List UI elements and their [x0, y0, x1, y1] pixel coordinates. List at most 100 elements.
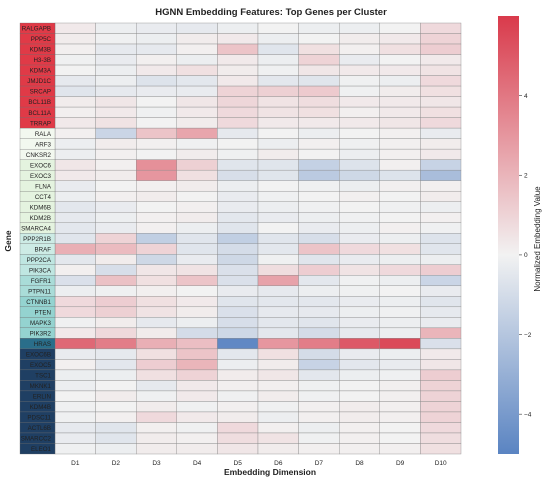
heatmap-cell-rala-d3	[135, 127, 177, 139]
heatmap-cell-kdm3a-d8	[339, 64, 381, 76]
heatmap-cell-srcap-d3	[135, 85, 177, 97]
gene-label-cct4: CCT4	[35, 194, 52, 201]
heatmap-cell-kdm4b-d6	[257, 401, 299, 413]
heatmap-cell-ppp5c-d3	[135, 33, 177, 45]
heatmap-cell-ptpn11-d10	[420, 285, 462, 297]
heatmap-cell-kdm3a-d7	[298, 64, 340, 76]
heatmap-cell-pten-d4	[176, 306, 218, 318]
heatmap-cell-exoc5-d7	[298, 359, 340, 371]
heatmap-cell-hras-d1	[54, 338, 96, 350]
heatmap-cell-ralgapb-d7	[298, 22, 340, 34]
heatmap-cell-eleo1-d3	[135, 443, 177, 455]
heatmap-cell-actl6b-d5	[217, 422, 259, 434]
heatmap-cell-ptpn11-d1	[54, 285, 96, 297]
heatmap-cell-bcl11a-d8	[339, 106, 381, 118]
heatmap-cell-trrap-d2	[95, 117, 137, 129]
heatmap-cell-arf3-d4	[176, 138, 218, 150]
heatmap-cell-smarcc2-d2	[95, 432, 137, 444]
heatmap-cell-pik3r2-d8	[339, 327, 381, 339]
dimension-label-d2: D2	[112, 460, 121, 467]
heatmap-cell-mapk3-d4	[176, 317, 218, 329]
heatmap-cell-exoc6-d9	[379, 159, 421, 171]
heatmap-cell-kdm6b-d3	[135, 201, 177, 213]
heatmap-cell-actl6b-d9	[379, 422, 421, 434]
heatmap-cell-kdm3b-d6	[257, 43, 299, 55]
heatmap-cell-srcap-d6	[257, 85, 299, 97]
heatmap-cell-kdm2b-d7	[298, 212, 340, 223]
heatmap-cell-bcl11b-d4	[176, 96, 218, 108]
dimension-label-d6: D6	[274, 460, 283, 467]
heatmap-cell-mknk1-d6	[257, 380, 299, 392]
heatmap-cell-bcl11b-d1	[54, 96, 96, 108]
heatmap-cell-hras-d9	[379, 338, 421, 350]
heatmap-cell-trrap-d8	[339, 117, 381, 129]
heatmap-cell-ppp2ca-d6	[257, 254, 299, 265]
heatmap-cell-pten-d6	[257, 306, 299, 318]
heatmap-cell-ptpn11-d4	[176, 285, 218, 297]
heatmap-cell-braf-d4	[176, 243, 218, 255]
heatmap-cell-h3-3b-d10	[420, 54, 462, 66]
heatmap-cell-jmjd1c-d8	[339, 75, 381, 87]
heatmap-cell-mapk3-d10	[420, 317, 462, 329]
heatmap-cell-cnksr2-d3	[135, 148, 177, 160]
heatmap-cell-flna-d2	[95, 180, 137, 192]
heatmap-cell-eleo1-d1	[54, 443, 96, 455]
heatmap-cell-cnksr2-d10	[420, 148, 462, 160]
heatmap-cell-pten-d10	[420, 306, 462, 318]
heatmap-cell-ptpn11-d9	[379, 285, 421, 297]
heatmap-cell-cnksr2-d8	[339, 148, 381, 160]
heatmap-cell-pik3r2-d9	[379, 327, 421, 339]
heatmap-cell-exoc6-d8	[339, 159, 381, 171]
heatmap-cell-bcl11a-d4	[176, 106, 218, 118]
heatmap-cell-arf3-d3	[135, 138, 177, 150]
heatmap-cell-pik3r2-d4	[176, 327, 218, 339]
heatmap-cell-kdm3a-d6	[257, 64, 299, 76]
heatmap-cell-pten-d3	[135, 306, 177, 318]
heatmap-cell-kdm4b-d9	[379, 401, 421, 413]
gene-label-arf3: ARF3	[35, 141, 51, 148]
heatmap-cell-kdm4b-d1	[54, 401, 96, 413]
heatmap-cell-kdm3b-d8	[339, 43, 381, 55]
heatmap-cell-h3-3b-d8	[339, 54, 381, 66]
heatmap-cell-cct4-d9	[379, 190, 421, 202]
heatmap-cell-arf3-d2	[95, 138, 137, 150]
colorbar-label: Normalized Embedding Value	[533, 186, 542, 292]
heatmap-cell-kdm6b-d2	[95, 201, 137, 213]
heatmap-cell-mapk3-d8	[339, 317, 381, 329]
heatmap-cell-jmjd1c-d6	[257, 75, 299, 87]
heatmap-cell-bcl11b-d6	[257, 96, 299, 108]
colorbar-tick-label: 2	[524, 173, 528, 180]
heatmap-cell-srcap-d7	[298, 85, 340, 97]
heatmap-cell-exoc6b-d4	[176, 348, 218, 360]
heatmap-cell-smarca4-d5	[217, 222, 259, 234]
heatmap-cell-cnksr2-d2	[95, 148, 137, 160]
heatmap-cell-ctnnb1-d9	[379, 296, 421, 308]
heatmap-cell-actl6b-d8	[339, 422, 381, 434]
x-axis-label: Embedding Dimension	[224, 467, 316, 477]
heatmap-cell-rala-d1	[54, 127, 96, 139]
heatmap-cell-exoc6-d4	[176, 159, 218, 171]
heatmap-cell-rala-d6	[257, 127, 299, 139]
heatmap-cell-exoc3-d9	[379, 169, 421, 181]
heatmap-cell-h3-3b-d1	[54, 54, 96, 66]
heatmap-cell-h3-3b-d7	[298, 54, 340, 66]
heatmap-cell-cct4-d3	[135, 190, 177, 202]
gene-label-smarca4: SMARCA4	[21, 225, 51, 232]
heatmap-cell-ppp2ca-d1	[54, 254, 96, 265]
heatmap-cell-ppp2r1b-d6	[257, 233, 299, 244]
gene-label-exoc3: EXOC3	[30, 173, 52, 180]
heatmap-cell-ctnnb1-d10	[420, 296, 462, 308]
heatmap-cell-pik3ca-d7	[298, 264, 340, 276]
heatmap-cell-arf3-d9	[379, 138, 421, 150]
heatmap-cell-ppp5c-d4	[176, 33, 218, 45]
heatmap-cell-flna-d10	[420, 180, 462, 192]
heatmap-cell-pdsc11-d1	[54, 411, 96, 423]
heatmap-cell-fgfr1-d10	[420, 275, 462, 287]
heatmap-cell-mapk3-d6	[257, 317, 299, 329]
heatmap-cells	[54, 22, 462, 455]
heatmap-cell-kdm6b-d8	[339, 201, 381, 213]
dimension-label-d1: D1	[71, 460, 80, 467]
heatmap-cell-kdm4b-d8	[339, 401, 381, 413]
heatmap-cell-ppp2ca-d4	[176, 254, 218, 265]
heatmap-cell-ppp5c-d8	[339, 33, 381, 45]
